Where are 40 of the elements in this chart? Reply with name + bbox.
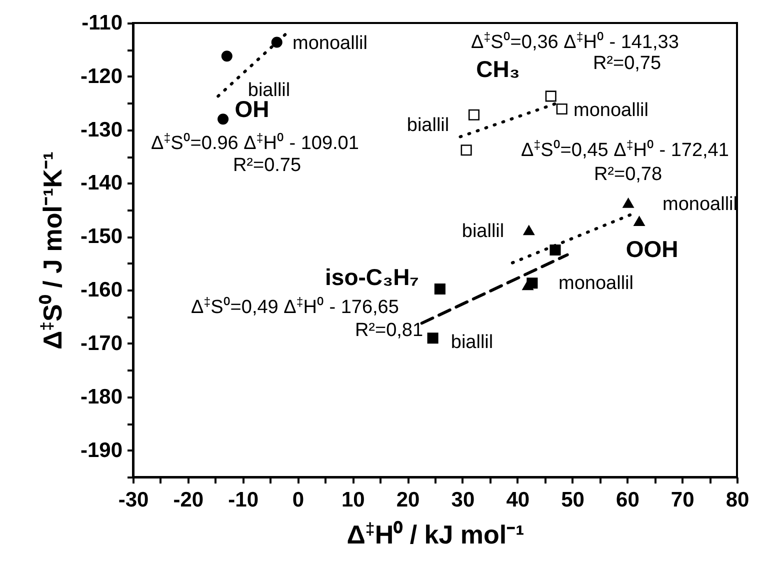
x-tick-label: 10 — [341, 488, 365, 512]
annotation: monoallil — [558, 273, 634, 294]
annotation: Δ$^{‡}$S⁰=0,45 Δ$^{‡}$H⁰ - 172,41 — [521, 138, 729, 161]
annotation: monoallil — [292, 33, 368, 54]
annotation: Δ$^{‡}$S⁰=0.96 Δ$^{‡}$H⁰ - 109.01 — [151, 131, 359, 154]
annotation: biallil — [462, 221, 504, 242]
x-tick-label: 50 — [561, 488, 584, 512]
annotation: monoallil — [574, 100, 648, 121]
x-tick-label: 30 — [451, 488, 475, 512]
y-tick-label: -160 — [80, 278, 122, 302]
y-tick-label: -110 — [82, 12, 122, 34]
x-tick-label: 60 — [616, 488, 640, 512]
annotation: biallil — [406, 115, 450, 136]
x-tick-label: -30 — [118, 488, 149, 512]
y-tick-label: -130 — [80, 118, 122, 142]
x-axis-title: Δ$^{‡}$H⁰ / kJ mol⁻¹ — [346, 519, 524, 550]
annotation: R²=0.75 — [232, 155, 302, 176]
y-tick-label: -180 — [80, 385, 122, 408]
annotation: OOH — [626, 236, 678, 262]
annotation: R²=0,78 — [594, 164, 662, 185]
annotation: iso-C₃H₇ — [325, 264, 419, 290]
x-tick-label: 80 — [726, 488, 750, 512]
annotation: Δ$^{‡}$S⁰=0,36 Δ$^{‡}$H⁰ - 141,33 — [471, 30, 679, 53]
x-tick-label: 70 — [670, 488, 694, 512]
y-tick-label: -120 — [80, 64, 122, 88]
y-tick-label: -140 — [80, 172, 122, 195]
annotation: biallil — [450, 332, 494, 353]
annotation: R²=0,75 — [592, 53, 662, 74]
x-tick-label: -20 — [173, 488, 204, 512]
y-tick-label: -190 — [80, 438, 122, 462]
y-tick-label: -170 — [80, 332, 122, 355]
x-tick-label: -10 — [228, 488, 258, 512]
annotation: CH₃ — [476, 56, 520, 82]
y-tick-label: -150 — [80, 225, 122, 248]
annotation: R²=0,81 — [354, 320, 424, 341]
x-tick-label: 0 — [292, 488, 304, 512]
x-tick-label: 40 — [506, 488, 530, 512]
x-tick-label: 20 — [396, 488, 420, 512]
annotation: monoallil — [662, 194, 738, 215]
annotation: Δ$^{‡}$S⁰=0,49 Δ$^{‡}$H⁰ - 176,65 — [191, 295, 399, 318]
